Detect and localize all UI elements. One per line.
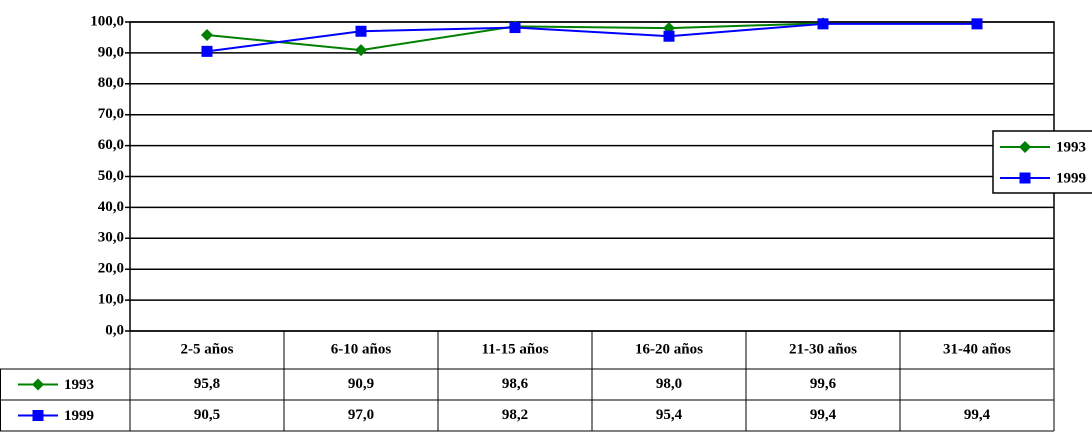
legend-label: 1993	[1056, 139, 1086, 155]
marker	[817, 18, 829, 30]
data-table-value: 95,8	[194, 376, 220, 392]
data-table-value: 90,9	[348, 376, 374, 392]
y-tick-label: 20,0	[98, 261, 124, 277]
y-tick-label: 70,0	[98, 106, 124, 122]
data-table-value: 98,2	[502, 407, 528, 423]
data-table-value: 99,4	[964, 407, 991, 423]
y-tick-label: 40,0	[98, 199, 124, 215]
y-tick-label: 60,0	[98, 137, 124, 153]
y-tick-label: 100,0	[90, 13, 124, 29]
data-table-value: 90,5	[194, 407, 220, 423]
legend-marker	[1019, 172, 1031, 184]
data-table-value: 99,4	[810, 407, 837, 423]
marker	[201, 28, 213, 41]
x-tick-label: 21-30 años	[789, 341, 857, 357]
table-row-label: 1993	[64, 377, 94, 393]
x-tick-label: 6-10 años	[331, 341, 392, 357]
x-tick-label: 2-5 años	[181, 341, 234, 357]
marker	[355, 44, 367, 57]
marker	[663, 30, 675, 42]
data-table-value: 98,0	[656, 376, 682, 392]
data-table-value: 99,6	[810, 376, 837, 392]
data-table-value: 98,6	[502, 376, 529, 392]
y-tick-label: 0,0	[105, 322, 124, 338]
table-row-label: 1999	[64, 408, 94, 424]
x-tick-label: 16-20 años	[635, 341, 703, 357]
table-key-marker	[32, 410, 44, 421]
y-tick-label: 90,0	[98, 44, 124, 60]
legend-box	[992, 130, 1092, 194]
y-tick-label: 50,0	[98, 168, 124, 184]
marker	[355, 25, 367, 37]
y-tick-label: 10,0	[98, 292, 124, 308]
marker	[971, 18, 983, 30]
table-key-marker	[32, 378, 44, 391]
legend-label: 1999	[1056, 170, 1086, 186]
x-tick-label: 31-40 años	[943, 341, 1011, 357]
y-tick-label: 80,0	[98, 75, 124, 91]
series-line	[206, 22, 977, 53]
data-table-value: 95,4	[656, 407, 683, 423]
x-tick-label: 11-15 años	[481, 341, 548, 357]
marker	[509, 22, 521, 34]
legend-marker	[1019, 141, 1031, 153]
data-table-value: 97,0	[348, 407, 374, 423]
marker	[201, 45, 213, 57]
y-tick-label: 30,0	[98, 230, 124, 246]
